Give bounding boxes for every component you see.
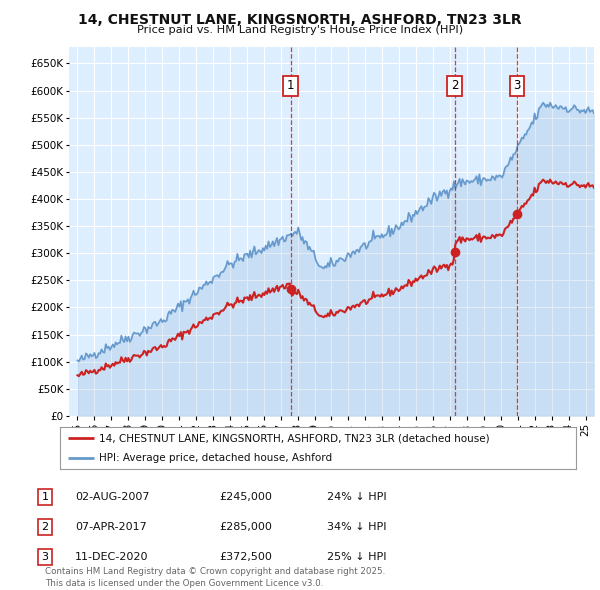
Text: £285,000: £285,000 [219,522,272,532]
Text: £245,000: £245,000 [219,492,272,502]
Text: 24% ↓ HPI: 24% ↓ HPI [327,492,386,502]
Text: 2: 2 [451,80,458,93]
Text: 2: 2 [41,522,49,532]
Text: 25% ↓ HPI: 25% ↓ HPI [327,552,386,562]
Text: £372,500: £372,500 [219,552,272,562]
Text: 11-DEC-2020: 11-DEC-2020 [75,552,149,562]
Text: Contains HM Land Registry data © Crown copyright and database right 2025.
This d: Contains HM Land Registry data © Crown c… [45,568,385,588]
Text: 02-AUG-2007: 02-AUG-2007 [75,492,149,502]
Text: 07-APR-2017: 07-APR-2017 [75,522,147,532]
Text: 3: 3 [513,80,521,93]
Text: 14, CHESTNUT LANE, KINGSNORTH, ASHFORD, TN23 3LR: 14, CHESTNUT LANE, KINGSNORTH, ASHFORD, … [78,13,522,27]
Text: 14, CHESTNUT LANE, KINGSNORTH, ASHFORD, TN23 3LR (detached house): 14, CHESTNUT LANE, KINGSNORTH, ASHFORD, … [98,433,490,443]
Text: 3: 3 [41,552,49,562]
Text: 34% ↓ HPI: 34% ↓ HPI [327,522,386,532]
Text: 1: 1 [41,492,49,502]
Text: HPI: Average price, detached house, Ashford: HPI: Average price, detached house, Ashf… [98,453,332,463]
Text: Price paid vs. HM Land Registry's House Price Index (HPI): Price paid vs. HM Land Registry's House … [137,25,463,35]
Text: 1: 1 [287,80,294,93]
